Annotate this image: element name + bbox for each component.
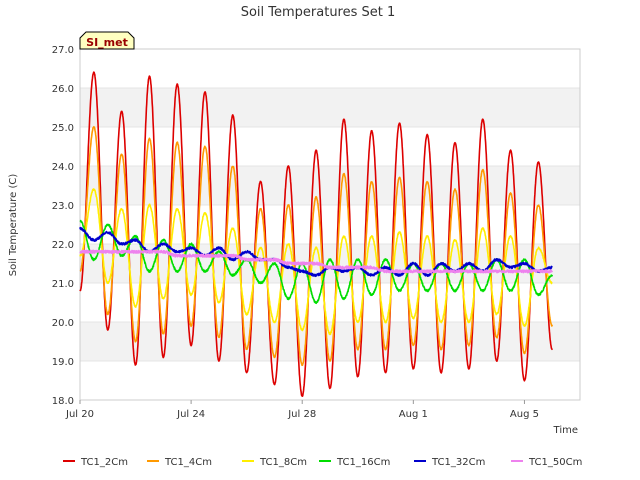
y-tick-label: 22.0: [52, 240, 74, 251]
legend-label: TC1_2Cm: [80, 457, 128, 468]
x-tick-label: Aug 5: [510, 409, 539, 420]
grid-band: [80, 166, 580, 205]
x-axis-ticks: Jul 20 Jul 24 Jul 28 Aug 1 Aug 5: [65, 400, 539, 420]
grid-band: [80, 322, 580, 361]
y-tick-label: 25.0: [52, 123, 74, 134]
series-lines: [79, 71, 553, 397]
legend-item-tc1_50cm: TC1_50Cm: [511, 457, 582, 468]
legend-item-tc1_32cm: TC1_32Cm: [414, 457, 485, 468]
x-axis-label: Time: [553, 425, 578, 436]
legend-label: TC1_4Cm: [164, 457, 212, 468]
y-tick-label: 24.0: [52, 162, 74, 173]
legend: TC1_2Cm TC1_4Cm TC1_8Cm TC1_16Cm TC1_32Cm TC1…: [63, 457, 582, 468]
legend-label: TC1_32Cm: [431, 457, 485, 468]
y-tick-label: 21.0: [52, 279, 74, 290]
legend-label: TC1_50Cm: [528, 457, 582, 468]
legend-item-tc1_16cm: TC1_16Cm: [319, 457, 390, 468]
y-tick-label: 27.0: [52, 45, 74, 56]
grid-band: [80, 88, 580, 127]
y-tick-label: 26.0: [52, 84, 74, 95]
series-line-tc1_50cm: [79, 249, 553, 274]
legend-item-tc1_8cm: TC1_8Cm: [242, 457, 307, 468]
series-line-tc1_8cm: [79, 188, 553, 336]
y-axis-ticks: 18.0 19.0 20.0 21.0 22.0 23.0 24.0 25.0 26.0 27.0: [52, 45, 74, 407]
y-tick-label: 20.0: [52, 318, 74, 329]
y-tick-label: 19.0: [52, 357, 74, 368]
station-badge-label: SI_met: [86, 36, 128, 49]
series-line-tc1_32cm: [79, 226, 553, 278]
chart-title: Soil Temperatures Set 1: [241, 5, 396, 20]
plot-border: [79, 48, 581, 401]
x-tick-label: Aug 1: [399, 409, 428, 420]
station-badge: SI_met: [79, 31, 135, 50]
legend-label: TC1_8Cm: [259, 457, 307, 468]
legend-label: TC1_16Cm: [336, 457, 390, 468]
y-tick-label: 18.0: [52, 396, 74, 407]
legend-item-tc1_2cm: TC1_2Cm: [63, 457, 128, 468]
y-axis-label: Soil Temperature (C): [8, 174, 19, 277]
y-tick-label: 23.0: [52, 201, 74, 212]
legend-item-tc1_4cm: TC1_4Cm: [147, 457, 212, 468]
x-tick-label: Jul 28: [287, 409, 316, 420]
grid-bands: [80, 48, 580, 401]
x-tick-label: Jul 20: [65, 409, 94, 420]
x-tick-label: Jul 24: [176, 409, 205, 420]
